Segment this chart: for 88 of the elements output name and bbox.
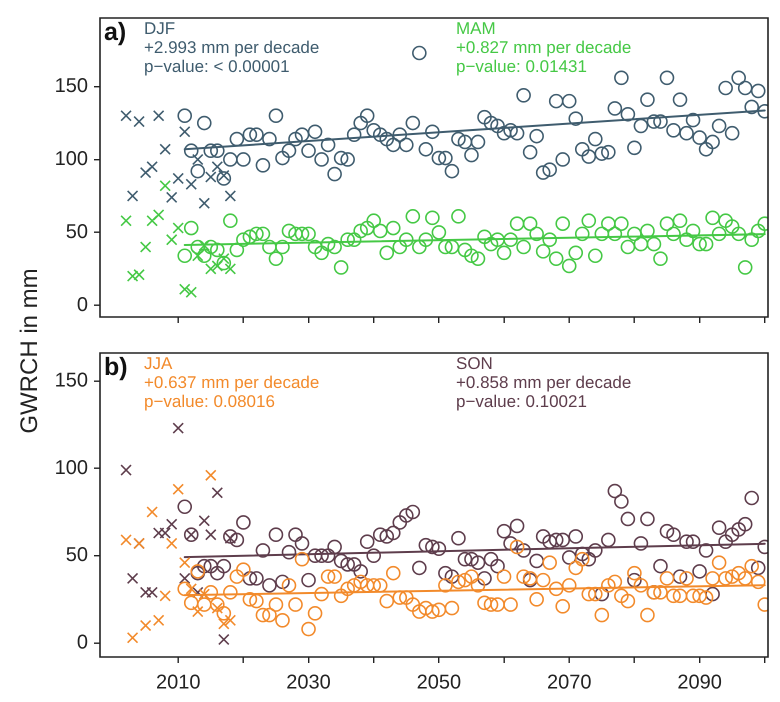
point [159, 527, 171, 539]
point [178, 284, 190, 296]
y-axis-title: GWRCH in mm [16, 268, 44, 434]
point [152, 527, 164, 539]
x-tick-label: 2070 [546, 672, 592, 694]
y-tick-label: 50 [66, 220, 88, 243]
y-tick-label: 150 [54, 75, 88, 98]
point [126, 270, 138, 282]
point [133, 116, 145, 128]
point [218, 634, 230, 646]
point [224, 614, 236, 626]
point [172, 172, 184, 184]
point [178, 126, 190, 138]
point [224, 190, 236, 202]
point [120, 534, 132, 546]
text: DJF [144, 19, 176, 38]
point [198, 240, 210, 252]
annotation: +0.637 mm per decade p−value: 0.08016 [144, 373, 320, 411]
point [140, 241, 152, 253]
point [212, 602, 224, 614]
annotation: +0.858 mm per decade p−value: 0.10021 [456, 373, 632, 411]
x-tick-label: 2090 [677, 672, 722, 694]
annotation: +2.993 mm per decade p−value: < 0.00001 [144, 38, 320, 76]
point [192, 154, 204, 166]
point [178, 556, 190, 568]
point [146, 586, 158, 598]
point [140, 620, 152, 632]
point [172, 484, 184, 496]
point [140, 166, 152, 178]
point [120, 464, 132, 476]
text: JJA [144, 354, 173, 373]
text: MAM [456, 19, 496, 38]
point [152, 209, 164, 221]
point [224, 532, 236, 544]
point [152, 110, 164, 122]
point [140, 586, 152, 598]
point [159, 144, 171, 156]
x-tick-label: 2030 [286, 672, 331, 694]
point [205, 528, 217, 540]
point [126, 190, 138, 202]
point [146, 161, 158, 173]
point [205, 171, 217, 183]
point [152, 614, 164, 626]
point [224, 263, 236, 275]
point [218, 252, 230, 264]
point [159, 590, 171, 602]
point [192, 606, 204, 618]
point [205, 470, 217, 482]
chart-title: a) [104, 18, 126, 46]
point [185, 178, 197, 190]
point [212, 487, 224, 499]
point [126, 572, 138, 584]
point [178, 572, 190, 584]
point [212, 260, 224, 272]
y-tick-label: 100 [54, 148, 88, 170]
point [166, 192, 178, 204]
point [159, 180, 171, 192]
point [192, 586, 204, 598]
y-tick-label: 150 [54, 369, 88, 392]
point [172, 422, 184, 434]
point [120, 214, 132, 226]
point [218, 170, 230, 182]
chart-title: b) [104, 353, 128, 381]
point [133, 268, 145, 280]
point [205, 263, 217, 275]
x-tick-label: 2010 [156, 672, 200, 694]
y-tick-label: 0 [76, 294, 88, 316]
point [198, 514, 210, 526]
text: SON [456, 354, 493, 373]
point [172, 222, 184, 234]
point [185, 286, 197, 298]
point [166, 538, 178, 550]
point [198, 588, 210, 600]
point [146, 214, 158, 226]
point [126, 632, 138, 644]
x-tick-label: 2050 [416, 672, 462, 694]
point [192, 250, 204, 262]
y-tick-label: 0 [76, 632, 88, 654]
point [146, 506, 158, 518]
point [166, 518, 178, 530]
point [198, 197, 210, 209]
point [166, 234, 178, 246]
annotation: +0.827 mm per decade p−value: 0.01431 [456, 38, 632, 76]
point [212, 161, 224, 173]
point [120, 110, 132, 122]
y-tick-label: 50 [66, 544, 88, 566]
point [218, 618, 230, 630]
y-tick-label: 100 [54, 456, 88, 479]
